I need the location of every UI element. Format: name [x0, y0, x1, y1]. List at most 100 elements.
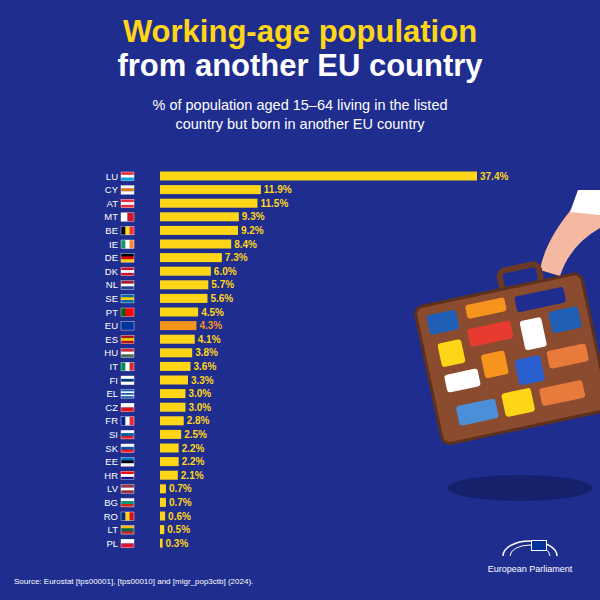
flag-border [121, 458, 134, 467]
category-label: HR [104, 470, 118, 481]
category-label: IT [110, 361, 119, 372]
flag-border [121, 430, 134, 439]
sticker [467, 320, 514, 347]
flag-stripe [121, 477, 134, 480]
bar [160, 280, 208, 289]
bar [160, 199, 257, 208]
flag-stripe [121, 382, 134, 385]
flag-stripe [121, 188, 134, 191]
flag-stripe [121, 256, 134, 259]
sticker [548, 306, 582, 334]
category-label: PL [106, 538, 118, 549]
flag-stripe [121, 240, 126, 249]
logo-text: European Parliament [488, 564, 573, 574]
category-label: IE [109, 239, 118, 250]
flag [121, 458, 134, 467]
data-label: 2.1% [181, 470, 204, 481]
flag-stripe [130, 512, 135, 521]
data-label: 4.3% [199, 320, 222, 331]
bar [160, 403, 185, 412]
category-label: DE [105, 252, 118, 263]
flag-stripe [121, 379, 134, 382]
category-label: FR [105, 415, 118, 426]
flag-stripe [121, 226, 126, 235]
category-label: BE [105, 225, 118, 236]
category-label: FI [110, 375, 118, 386]
flag [121, 294, 134, 303]
flag [121, 444, 134, 453]
flag [121, 512, 134, 521]
flag [121, 199, 134, 208]
flag-stripe [121, 430, 134, 433]
flag-stripe [121, 338, 134, 341]
case-body [414, 273, 600, 445]
data-label: 3.3% [191, 375, 214, 386]
sticker [444, 368, 481, 393]
data-label: 0.3% [166, 538, 189, 549]
bar [160, 484, 166, 493]
category-label: BG [104, 497, 118, 508]
category-label: NL [106, 279, 118, 290]
category-label: CZ [105, 402, 118, 413]
flag-stripe [121, 436, 134, 439]
flag-stripe [121, 186, 134, 189]
flag-stripe [121, 531, 134, 534]
flag [121, 240, 134, 249]
category-label: LU [106, 171, 118, 182]
bar [160, 512, 165, 521]
data-label: 37.4% [480, 171, 508, 182]
bar [160, 185, 261, 194]
flag-stripe [121, 526, 134, 529]
bar [160, 525, 164, 534]
sticker [514, 287, 566, 313]
flag-stripe [121, 539, 134, 543]
flag-stripe [121, 528, 134, 531]
shadow [448, 475, 592, 501]
flag-border [121, 267, 134, 276]
data-label: 0.6% [168, 511, 191, 522]
sleeve [570, 190, 600, 215]
flag-stripe [121, 297, 134, 300]
flag-stripe [121, 376, 134, 379]
data-label: 3.6% [194, 361, 217, 372]
data-label: 6.0% [214, 266, 237, 277]
sticker [501, 388, 535, 418]
flag-border [121, 226, 134, 235]
flag-stripe [125, 362, 130, 371]
flag-stripe [125, 226, 130, 235]
flag-stripe [121, 281, 134, 284]
bar [160, 253, 222, 262]
flag-stripe [121, 460, 134, 463]
flag [121, 281, 134, 290]
flag-stripe [121, 463, 134, 466]
category-label: CY [105, 184, 119, 195]
flag-stripe [121, 300, 134, 303]
flag-border [121, 362, 134, 371]
data-label: 0.5% [167, 524, 190, 535]
flag-stripe [121, 273, 134, 276]
category-label: EU [105, 320, 118, 331]
flag-border [121, 294, 134, 303]
flag [121, 376, 134, 385]
flag-border [121, 512, 134, 521]
category-label: EL [106, 388, 118, 399]
flag [121, 539, 134, 548]
flag-stripe [121, 501, 134, 504]
category-label: EE [105, 456, 118, 467]
flag-stripe [121, 286, 134, 289]
flag [121, 308, 134, 317]
category-label: MT [104, 211, 118, 222]
data-label: 0.7% [169, 497, 192, 508]
category-label: LV [107, 483, 119, 494]
category-label: SK [105, 443, 118, 454]
flag [121, 335, 134, 344]
flag-stripe [121, 407, 134, 411]
bar [160, 457, 179, 466]
sticker [465, 297, 507, 319]
category-label: PT [106, 307, 118, 318]
flag [121, 417, 134, 426]
flag-stripe [121, 498, 134, 501]
bar [160, 172, 477, 181]
data-label: 5.6% [210, 293, 233, 304]
sticker [456, 398, 499, 426]
